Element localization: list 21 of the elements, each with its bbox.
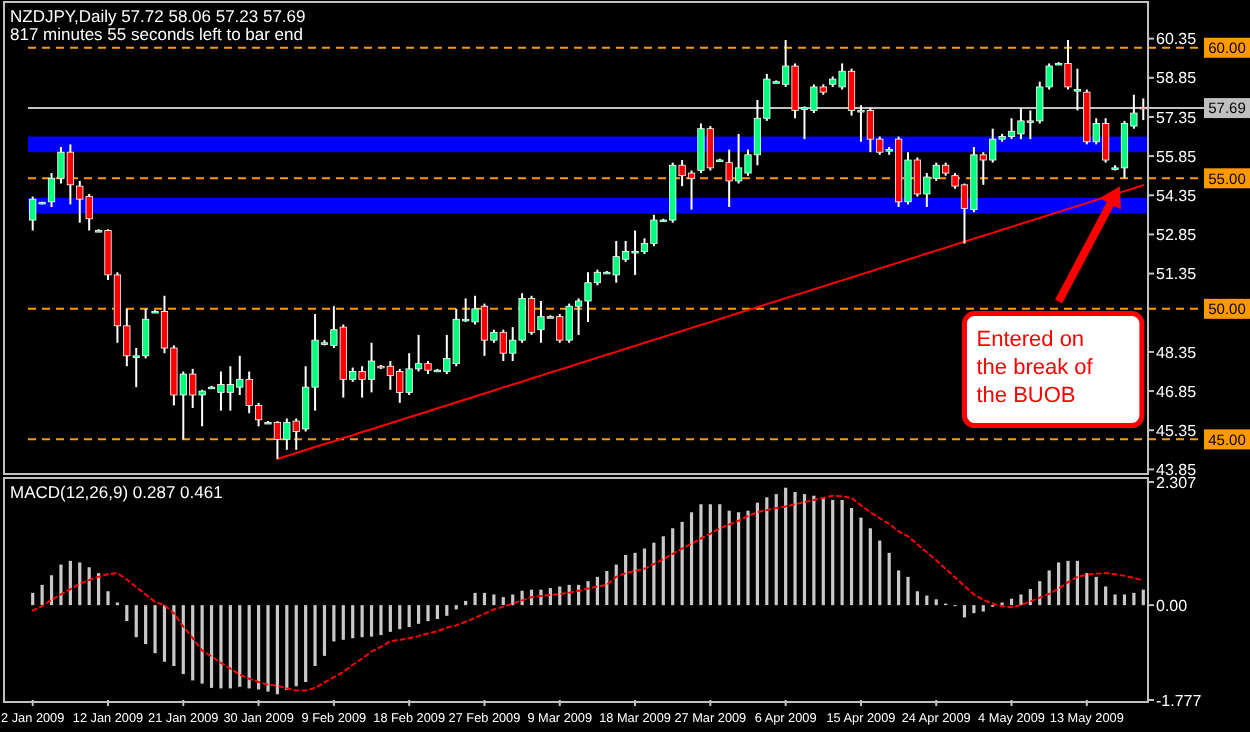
line-series [276,184,1145,460]
y-tick-label: 52.85 [1156,226,1198,245]
y-tick-label: 45.35 [1156,421,1198,440]
y-tick-label: -1.777 [1156,691,1203,710]
text: 817 minutes 55 seconds left to bar end [10,24,304,44]
y-tick-label: 57.35 [1156,108,1198,127]
y-tick-label: 55.85 [1156,147,1198,166]
y-tick-label: 2.307 [1156,473,1198,492]
y-tick-label: 54.35 [1156,186,1198,205]
y-tick-label: 43.85 [1156,460,1198,479]
y-tick-label: 60.35 [1156,30,1198,49]
chart-title: MACD(12,26,9) 0.287 0.461 [10,482,224,502]
y-tick-label: 46.85 [1156,382,1198,401]
annotation: Entered on the break of the BUOB [976,327,1095,408]
candlestick [1139,97,1147,122]
candlestick [1073,67,1082,112]
y-tick-label: 48.35 [1156,343,1198,362]
y-tick-label: 0.00 [1156,596,1189,615]
y-tick-label: 51.35 [1156,265,1198,284]
y-tick-label: 58.85 [1156,69,1198,88]
chart-title: NZDJPY,Daily 57.72 58.06 57.23 57.69 [10,6,307,26]
